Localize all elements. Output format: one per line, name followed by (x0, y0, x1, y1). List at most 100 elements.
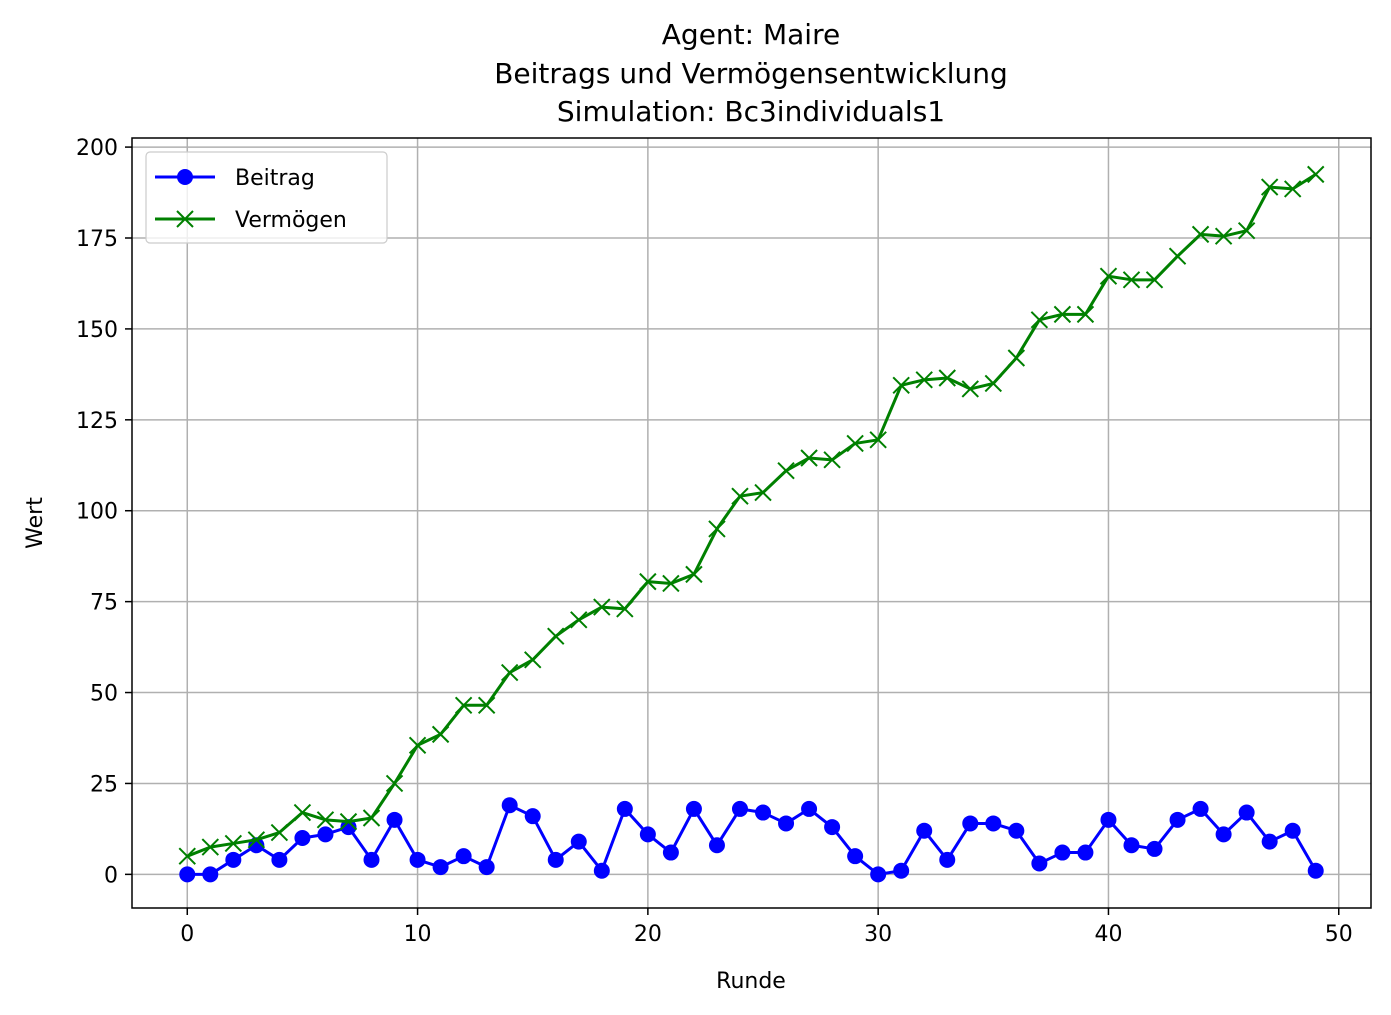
legend-marker-beitrag (177, 169, 193, 185)
data-point-beitrag (1284, 822, 1301, 839)
data-point-beitrag (662, 844, 679, 861)
data-point-vermoegen (1076, 305, 1095, 324)
data-point-beitrag (847, 848, 864, 865)
data-point-vermoegen (1122, 271, 1141, 289)
data-point-vermoegen (247, 831, 266, 849)
data-point-beitrag (708, 837, 725, 854)
data-point-vermoegen (547, 627, 565, 645)
y-axis-ticks: 0 25 50 75 100 125 150 175 200 (76, 136, 132, 888)
data-point-vermoegen (224, 834, 243, 853)
data-point-beitrag (1261, 833, 1278, 850)
data-point-vermoegen (892, 376, 910, 394)
data-point-vermoegen (500, 663, 519, 682)
data-point-beitrag (179, 866, 196, 883)
data-point-beitrag (271, 851, 288, 868)
data-point-vermoegen (754, 483, 772, 502)
x-tick-label: 30 (864, 922, 892, 947)
x-tick-label: 50 (1325, 922, 1353, 947)
y-tick-label: 150 (76, 318, 118, 343)
data-point-vermoegen (685, 565, 703, 584)
x-axis-ticks: 0 10 20 30 40 50 (180, 908, 1353, 947)
x-tick-label: 0 (180, 922, 194, 947)
data-point-vermoegen (408, 736, 427, 754)
data-point-vermoegen (316, 811, 335, 829)
y-tick-label: 0 (104, 863, 118, 888)
data-point-beitrag (1008, 822, 1025, 839)
data-point-beitrag (1238, 804, 1255, 821)
data-point-vermoegen (477, 696, 496, 714)
data-point-beitrag (939, 851, 956, 868)
series-vermoegen (178, 165, 1325, 865)
series-layer (178, 165, 1325, 883)
data-point-vermoegen (1145, 271, 1164, 289)
data-point-beitrag (731, 800, 748, 817)
data-point-vermoegen (915, 371, 933, 389)
data-point-beitrag (778, 815, 795, 832)
data-point-beitrag (570, 833, 587, 850)
data-point-beitrag (294, 830, 311, 846)
data-point-vermoegen (639, 572, 657, 591)
data-point-vermoegen (524, 651, 542, 669)
y-tick-label: 125 (76, 409, 118, 434)
data-point-beitrag (870, 866, 887, 883)
data-point-vermoegen (270, 823, 289, 842)
x-tick-label: 10 (404, 922, 432, 947)
legend: Beitrag Vermögen (145, 151, 388, 244)
data-point-beitrag (340, 819, 357, 836)
data-point-vermoegen (1214, 227, 1233, 245)
data-point-vermoegen (961, 380, 979, 398)
series-beitrag (179, 797, 1324, 883)
data-point-beitrag (432, 859, 449, 876)
data-point-beitrag (1169, 811, 1186, 828)
data-point-vermoegen (1191, 225, 1210, 244)
data-point-vermoegen (984, 374, 1003, 393)
data-point-vermoegen (339, 812, 358, 831)
data-point-beitrag (962, 815, 979, 832)
data-point-beitrag (1031, 855, 1048, 872)
data-point-beitrag (985, 815, 1002, 832)
data-point-vermoegen (800, 449, 818, 467)
title-line-2: Beitrags und Vermögensentwicklung (494, 57, 1008, 90)
data-point-beitrag (1054, 844, 1071, 861)
data-point-beitrag (1123, 837, 1140, 854)
data-point-vermoegen (1260, 178, 1279, 196)
data-point-beitrag (616, 800, 633, 817)
data-point-beitrag (386, 811, 403, 828)
data-point-beitrag (685, 800, 702, 817)
data-point-beitrag (501, 797, 518, 814)
data-point-beitrag (1307, 862, 1324, 879)
data-point-beitrag (801, 800, 818, 817)
data-point-beitrag (478, 859, 495, 876)
legend-label-beitrag: Beitrag (235, 166, 315, 191)
legend-marker-vermoegen (176, 210, 194, 228)
data-point-vermoegen (1237, 222, 1256, 240)
data-point-beitrag (409, 851, 426, 868)
data-point-beitrag (1100, 811, 1117, 828)
data-point-beitrag (1192, 800, 1209, 817)
data-point-vermoegen (1030, 311, 1049, 329)
data-point-beitrag (1146, 840, 1163, 857)
y-tick-label: 25 (90, 772, 118, 797)
data-point-vermoegen (431, 725, 450, 744)
y-tick-label: 175 (76, 227, 118, 252)
data-point-vermoegen (178, 847, 196, 865)
y-tick-label: 75 (90, 591, 118, 616)
legend-label-vermoegen: Vermögen (235, 208, 347, 233)
title-line-3: Simulation: Bc3individuals1 (557, 95, 945, 128)
data-point-vermoegen (616, 600, 634, 618)
data-point-vermoegen (938, 369, 956, 387)
data-point-vermoegen (1007, 349, 1026, 367)
data-point-vermoegen (731, 487, 749, 505)
data-point-beitrag (593, 862, 610, 879)
x-tick-label: 40 (1094, 922, 1122, 947)
data-point-beitrag (455, 848, 472, 865)
y-tick-label: 50 (90, 682, 118, 707)
title-line-1: Agent: Maire (662, 18, 840, 51)
y-tick-label: 100 (76, 500, 118, 525)
data-point-beitrag (639, 826, 656, 843)
data-point-beitrag (524, 808, 541, 825)
data-point-vermoegen (201, 838, 220, 856)
data-point-vermoegen (846, 434, 864, 453)
data-point-beitrag (1077, 844, 1094, 861)
